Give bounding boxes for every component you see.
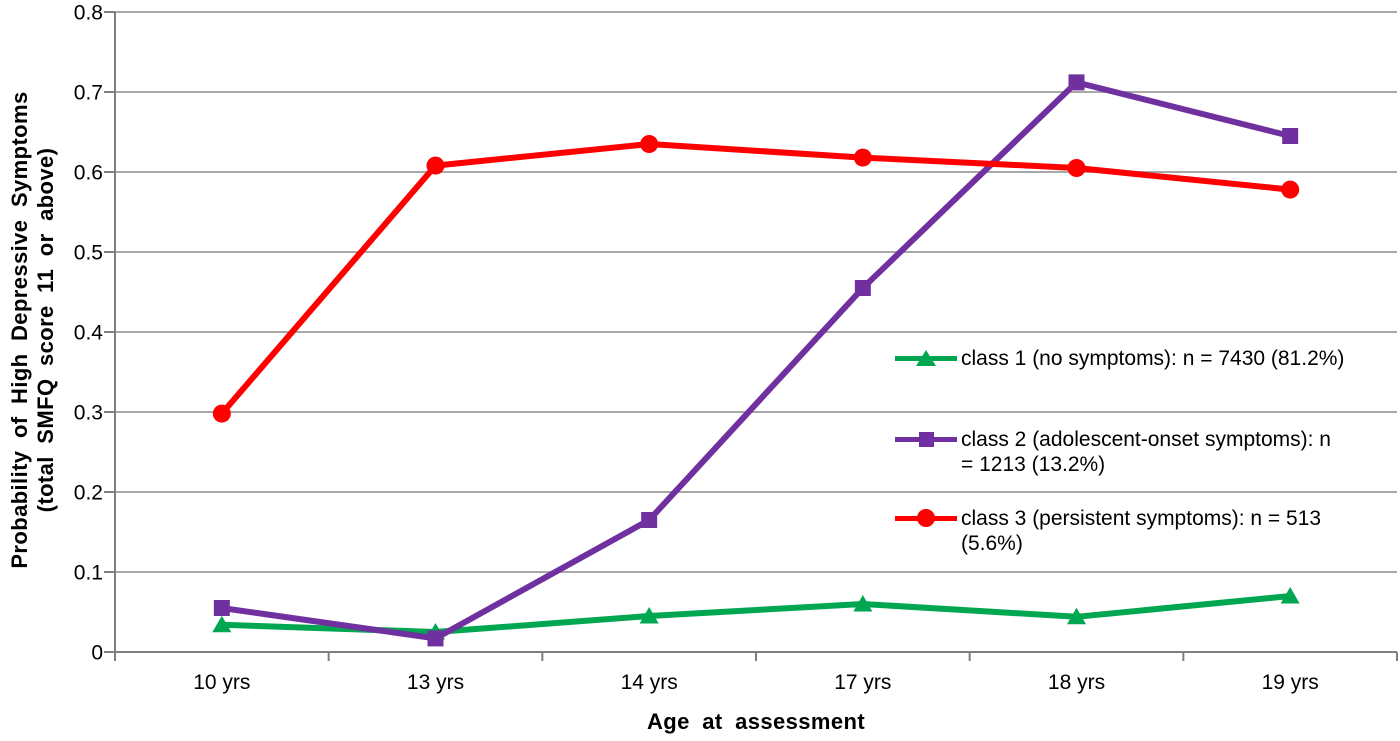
marker-triangle: [212, 615, 232, 633]
marker-square: [213, 600, 230, 616]
marker-square: [427, 630, 444, 647]
marker-triangle: [639, 607, 659, 624]
y-tick-label: 0.7: [74, 82, 103, 105]
legend-label: class 2 (adolescent-onset symptoms): n = …: [961, 427, 1331, 477]
triangle-marker-icon: [916, 350, 936, 366]
x-tick-label: 10 yrs: [193, 671, 250, 694]
x-tick-label: 14 yrs: [621, 671, 678, 694]
marker-circle: [1067, 159, 1086, 177]
y-tick-label: 0.8: [74, 2, 103, 25]
series-line-1: [218, 79, 1294, 642]
legend-swatch-circle-icon: [895, 506, 957, 531]
x-tick-label: 13 yrs: [407, 671, 464, 694]
marker-circle: [853, 148, 872, 167]
legend-entry-3: class 3 (persistent symptoms): n = 513 (5…: [895, 506, 1321, 556]
y-tick-label: 0.6: [74, 162, 103, 185]
y-tick-label: 0.2: [74, 482, 103, 505]
x-tick-label: 17 yrs: [834, 671, 891, 694]
marker-circle: [426, 156, 445, 175]
legend-label: class 1 (no symptoms): n = 7430 (81.2%): [961, 346, 1344, 371]
y-axis-title-line1: Probability of High Depressive Symptoms: [7, 91, 32, 569]
legend-entry-1: class 1 (no symptoms): n = 7430 (81.2%): [895, 346, 1344, 371]
y-tick-label: 0.3: [74, 402, 103, 425]
x-tick-label: 19 yrs: [1262, 671, 1319, 694]
legend-swatch-square-icon: [895, 427, 957, 452]
square-marker-icon: [919, 432, 934, 447]
marker-circle: [212, 404, 231, 423]
x-axis-title: Age at assessment: [646, 709, 866, 734]
marker-triangle: [1067, 607, 1086, 625]
series-line-2: [218, 141, 1294, 417]
marker-triangle: [853, 595, 873, 612]
y-axis-title: Probability of High Depressive Symptoms …: [7, 20, 59, 640]
legend-label-line: = 1213 (13.2%): [961, 453, 1106, 476]
marker-square: [641, 512, 658, 528]
marker-square: [854, 280, 871, 296]
marker-triangle: [1280, 587, 1300, 604]
y-tick-label: 0: [91, 642, 103, 665]
legend-label: class 3 (persistent symptoms): n = 513 (5…: [961, 506, 1321, 556]
marker-square: [1068, 74, 1085, 91]
x-tick-label: 18 yrs: [1048, 671, 1105, 694]
circle-marker-icon: [917, 509, 935, 527]
y-tick-label: 0.1: [74, 562, 103, 585]
legend-label-line: (5.6%): [961, 532, 1023, 555]
y-axis-title-line2: (total SMFQ score 11 or above): [33, 147, 58, 513]
y-tick-label: 0.5: [74, 242, 103, 265]
marker-circle: [640, 135, 659, 153]
marker-circle: [1281, 180, 1300, 199]
y-tick-label: 0.4: [74, 322, 104, 345]
legend: class 1 (no symptoms): n = 7430 (81.2%) c…: [895, 0, 1400, 741]
legend-label-line: class 3 (persistent symptoms): n = 513: [961, 507, 1322, 530]
legend-swatch-triangle-icon: [895, 346, 957, 371]
legend-label-line: class 1 (no symptoms): n = 7430 (81.2%): [961, 347, 1345, 370]
legend-label-line: class 2 (adolescent-onset symptoms): n: [961, 428, 1331, 451]
legend-entry-2: class 2 (adolescent-onset symptoms): n = …: [895, 427, 1331, 477]
marker-square: [1282, 128, 1299, 144]
